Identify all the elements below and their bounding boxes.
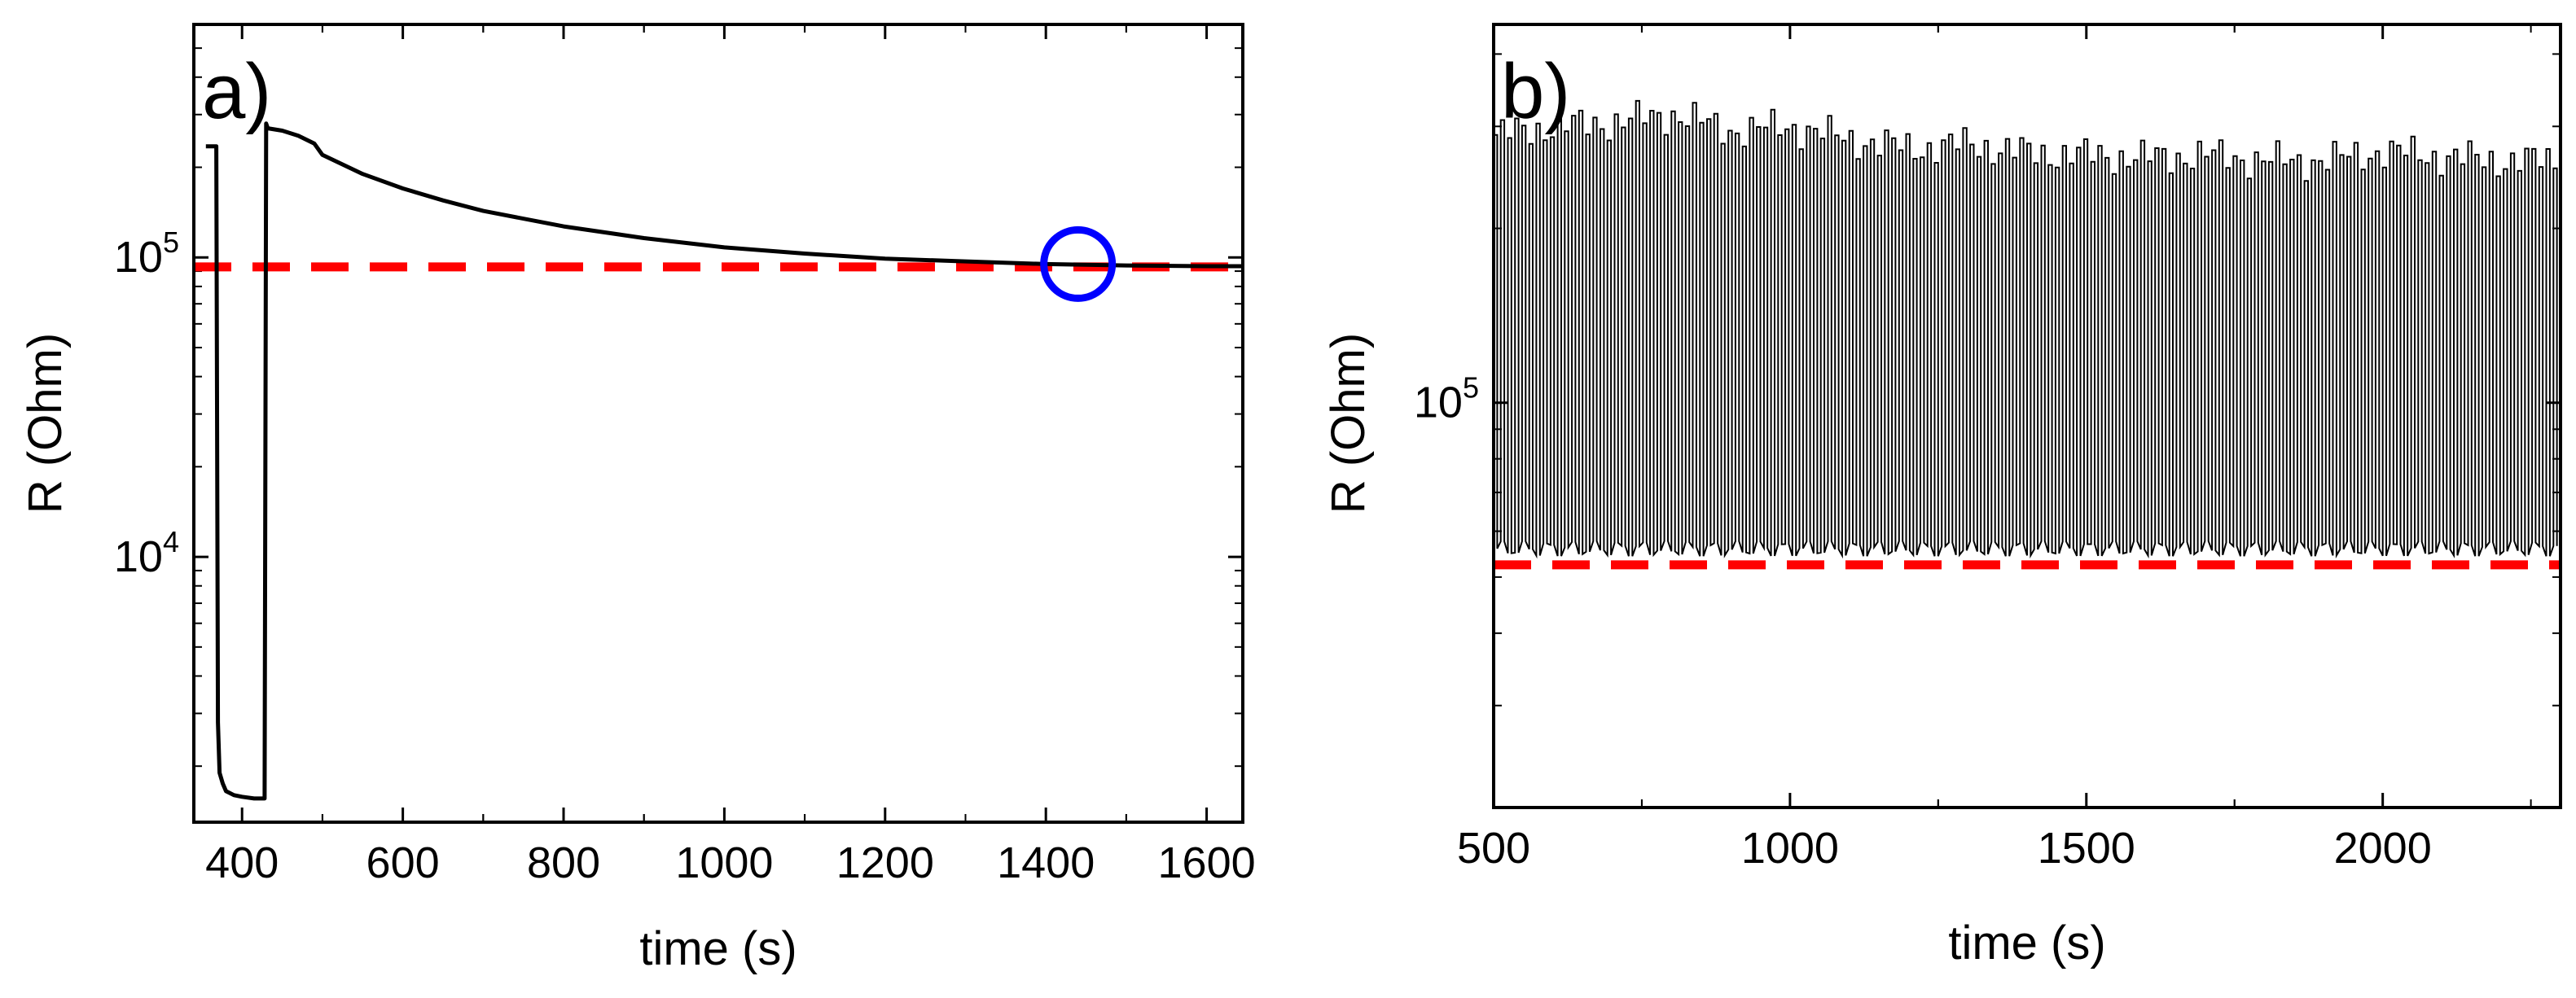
panel-a-circle-marker (1040, 225, 1117, 302)
panel-a-frame (192, 23, 1244, 824)
panel-b-xtick-label: 500 (1457, 824, 1530, 873)
panel-b-xlabel: time (s) (1948, 917, 2105, 970)
panel-a-ytick-label: 105 (114, 225, 179, 282)
panel-a-ticks: 400 600 800 1000 1200 1400 1600 104 105 (114, 24, 1256, 887)
panel-a-xtick-label: 1200 (836, 838, 934, 887)
panel-b-ytick-label: 105 (1414, 371, 1479, 427)
panel-b: 500 1000 1500 2000 105 b) time (s) R (Ohm) (1322, 23, 2562, 970)
panel-b-xtick-label: 1500 (2038, 824, 2135, 873)
panel-b-data (1493, 99, 2561, 570)
panel-b-series-line (1493, 99, 2558, 559)
panel-a-xtick-label: 1600 (1158, 838, 1256, 887)
panel-a-ytick-exponent: 4 (163, 525, 179, 558)
panel-a: 400 600 800 1000 1200 1400 1600 104 105 a) time … (19, 23, 1256, 975)
panel-a-xtick-label: 800 (527, 838, 600, 887)
panel-a-series-line (205, 121, 1243, 801)
panel-a-xtick-label: 1400 (997, 838, 1095, 887)
panel-b-xtick-label: 1000 (1741, 824, 1839, 873)
panel-a-data (194, 121, 1243, 801)
panel-b-frame (1492, 23, 2562, 809)
panel-b-letter: b) (1501, 48, 1570, 135)
panel-b-ytick-exponent: 5 (1463, 371, 1479, 405)
panel-a-xtick-label: 1000 (675, 838, 773, 887)
panel-a-letter: a) (202, 48, 271, 135)
panel-a-xtick-label: 600 (366, 838, 440, 887)
panel-b-xtick-label: 2000 (2334, 824, 2432, 873)
panel-a-ytick-exponent: 5 (163, 225, 179, 259)
panel-a-xlabel: time (s) (639, 922, 796, 975)
panel-b-ylabel: R (Ohm) (1322, 333, 1375, 514)
panel-a-xtick-label: 400 (205, 838, 279, 887)
panel-a-ytick-label: 104 (114, 525, 179, 581)
panel-a-ylabel: R (Ohm) (19, 333, 72, 514)
